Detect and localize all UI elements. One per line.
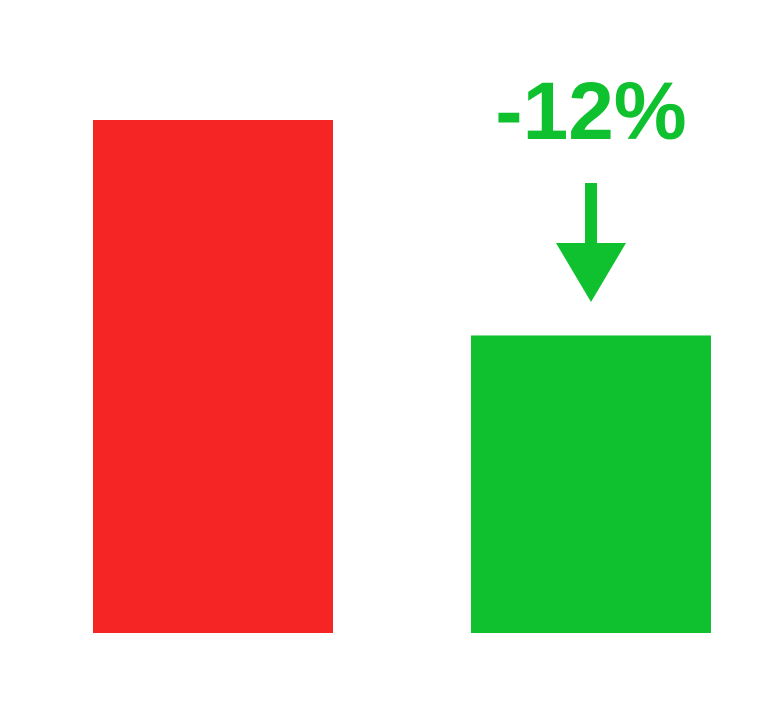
change-percent-label: -12% xyxy=(495,66,686,157)
annotation-layer: -12% xyxy=(495,66,687,302)
bar-1 xyxy=(93,120,333,633)
bars-layer xyxy=(93,120,711,633)
down-arrow-icon xyxy=(556,183,626,302)
down-arrow-shaft xyxy=(585,183,597,247)
down-arrow-head xyxy=(556,243,626,302)
bar-2 xyxy=(471,335,711,633)
